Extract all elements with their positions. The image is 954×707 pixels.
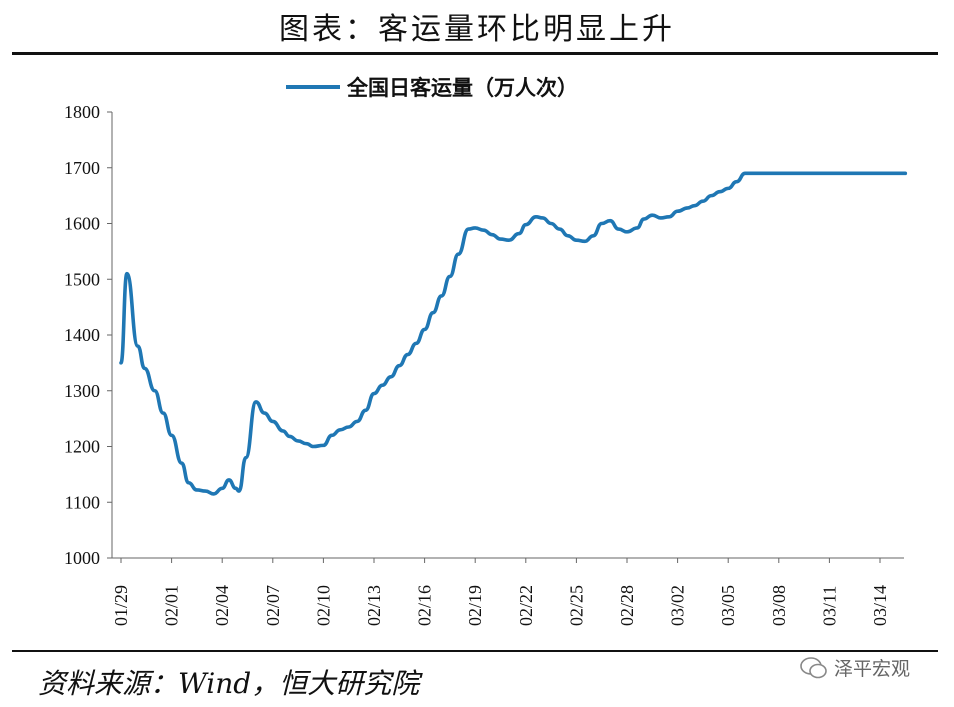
- y-tick-label: 1700: [64, 158, 100, 178]
- x-tick-label: 02/28: [617, 585, 637, 626]
- bottom-rule: [12, 650, 938, 652]
- wechat-icon: [800, 656, 827, 678]
- x-tick-label: 02/10: [313, 585, 333, 626]
- y-tick-label: 1400: [64, 325, 100, 345]
- x-tick-label: 02/04: [212, 585, 232, 626]
- series-group: [119, 171, 908, 496]
- chart-title: 图表：客运量环比明显上升: [279, 12, 675, 47]
- x-axis: 01/29 02/01 02/04 02/07 02/10 02/13 02/16 02/19…: [111, 557, 904, 626]
- x-tick-label: 02/16: [415, 585, 435, 626]
- x-tick-label: 02/07: [263, 585, 283, 626]
- x-tick-label: 03/08: [769, 585, 789, 626]
- y-tick-label: 1300: [64, 381, 100, 401]
- legend-label: 全国日客运量（万人次）: [346, 75, 578, 100]
- y-tick-label: 1100: [65, 492, 100, 512]
- legend: 全国日客运量（万人次）: [286, 75, 578, 100]
- x-tick-label: 02/25: [566, 585, 586, 626]
- series-line-passenger-volume: [119, 171, 908, 496]
- x-tick-label: 02/13: [364, 585, 384, 626]
- y-tick-label: 1500: [64, 269, 100, 289]
- y-tick-label: 1800: [64, 102, 100, 122]
- x-tick-label: 01/29: [111, 585, 131, 626]
- watermark: 泽平宏观: [800, 654, 910, 681]
- y-tick-label: 1600: [64, 214, 100, 234]
- x-tick-label: 03/14: [870, 585, 890, 626]
- x-tick-label: 03/02: [668, 585, 688, 626]
- x-tick-label: 03/05: [718, 585, 738, 626]
- x-tick-label: 03/11: [819, 586, 839, 626]
- x-tick-label: 02/22: [516, 585, 536, 626]
- source-note: 资料来源：Wind，恒大研究院: [38, 667, 420, 700]
- y-axis: 1000 1100 1200 1300 1400 1500 1600 1700 1800: [64, 102, 113, 568]
- watermark-text: 泽平宏观: [834, 658, 911, 680]
- top-rule: [12, 52, 938, 55]
- y-tick-label: 1200: [64, 437, 100, 457]
- x-tick-label: 02/19: [465, 585, 485, 626]
- y-tick-label: 1000: [64, 548, 100, 568]
- x-tick-label: 02/01: [162, 585, 182, 626]
